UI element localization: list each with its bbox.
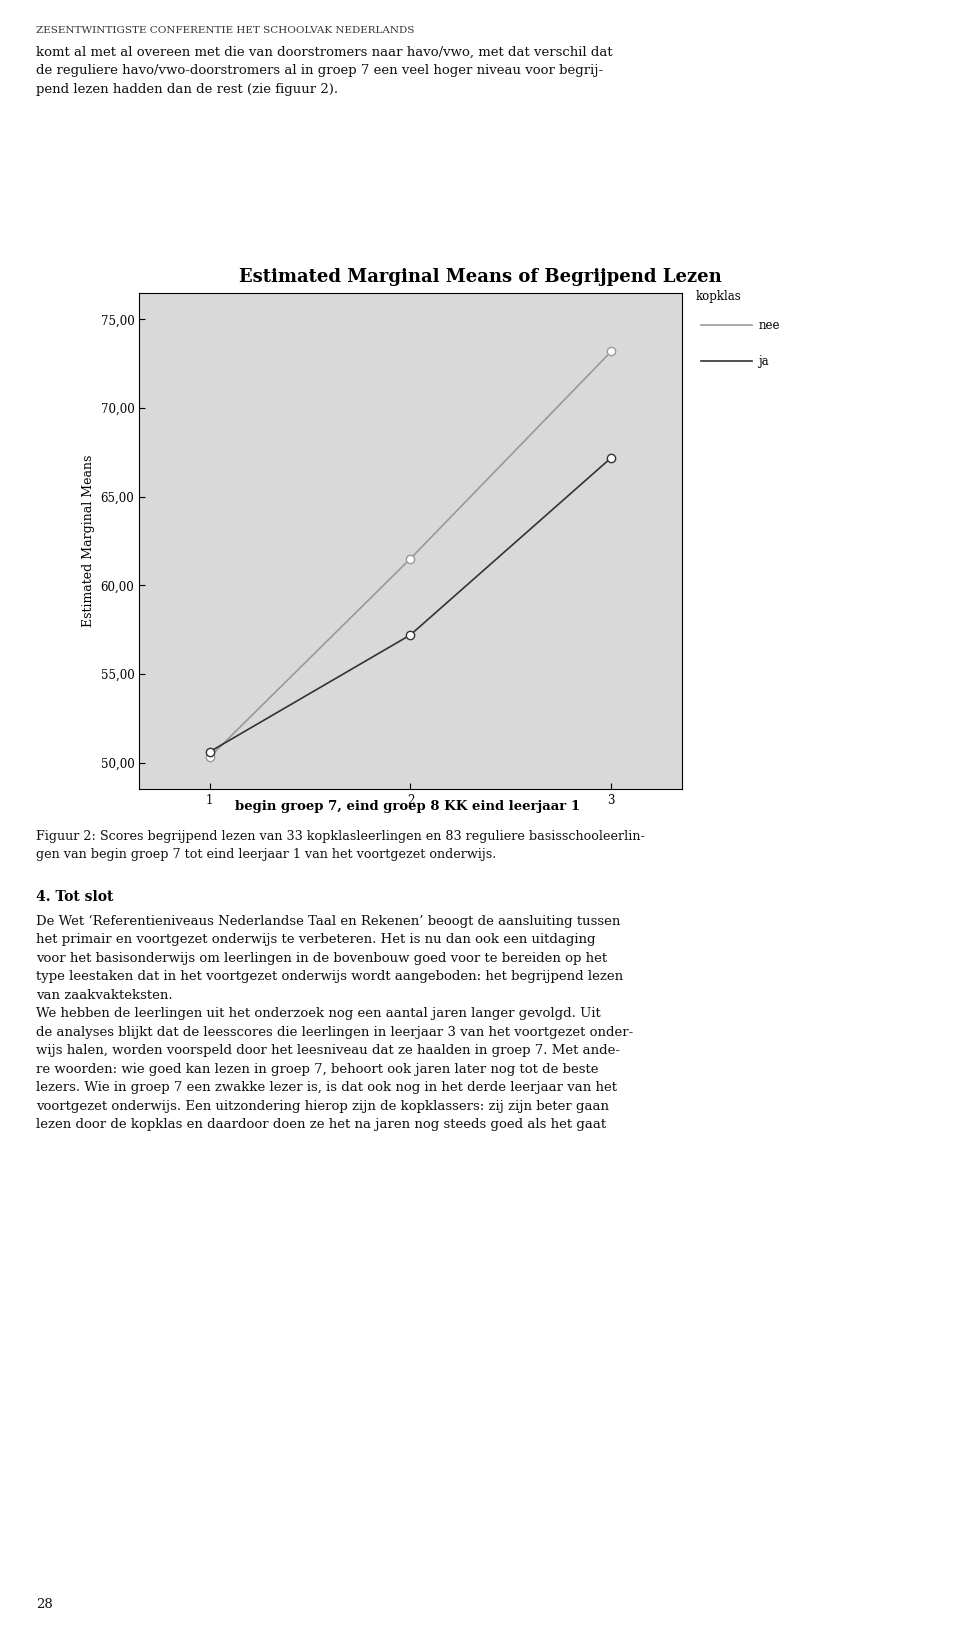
- Y-axis label: Estimated Marginal Means: Estimated Marginal Means: [82, 456, 95, 626]
- Text: 4. Tot slot: 4. Tot slot: [36, 890, 114, 905]
- Text: nee: nee: [758, 319, 780, 332]
- Text: kopklas: kopklas: [696, 290, 742, 303]
- Text: Estimated Marginal Means of Begrijpend Lezen: Estimated Marginal Means of Begrijpend L…: [239, 268, 721, 286]
- Text: ZESENTWINTIGSTE CONFERENTIE HET SCHOOLVAK NEDERLANDS: ZESENTWINTIGSTE CONFERENTIE HET SCHOOLVA…: [36, 26, 415, 36]
- Text: begin groep 7, eind groep 8 KK eind leerjaar 1: begin groep 7, eind groep 8 KK eind leer…: [235, 800, 581, 814]
- Text: 28: 28: [36, 1598, 53, 1611]
- Text: De Wet ‘Referentieniveaus Nederlandse Taal en Rekenen’ beoogt de aansluiting tus: De Wet ‘Referentieniveaus Nederlandse Ta…: [36, 914, 634, 1131]
- Text: Figuur 2: Scores begrijpend lezen van 33 kopklasleerlingen en 83 reguliere basis: Figuur 2: Scores begrijpend lezen van 33…: [36, 830, 645, 861]
- Text: komt al met al overeen met die van doorstromers naar havo/vwo, met dat verschil : komt al met al overeen met die van doors…: [36, 46, 613, 96]
- Text: ja: ja: [758, 355, 769, 368]
